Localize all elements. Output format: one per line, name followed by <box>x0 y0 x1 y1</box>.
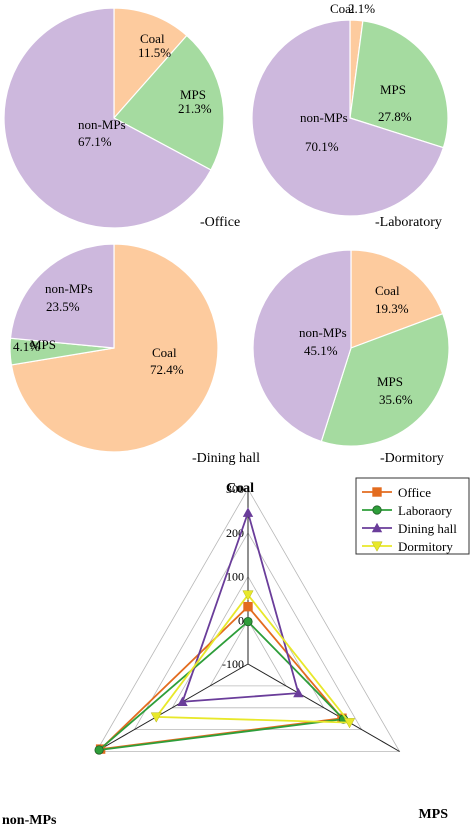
radar-axis-label-coal: Coal <box>226 481 254 496</box>
radar-chart: -1000100200300CoalMPSnon-MPsOfficeLabora… <box>2 477 470 828</box>
radar-point-dormitory-mps <box>343 718 356 729</box>
slice-label-non-mps: non-MPs <box>78 117 126 132</box>
slice-percent-non-mps: 23.5% <box>46 299 80 314</box>
radar-legend: Office Laboraory Dining hall Dormitory <box>355 477 470 555</box>
radar-tick-label: 0 <box>238 613 244 627</box>
slice-label-coal: Coal <box>330 1 355 16</box>
pie-dormitory: Coal 19.3% MPS 35.6% non-MPs 45.1% <box>252 249 450 447</box>
radar-point-dining-hall-coal <box>242 507 254 517</box>
slice-label-mps: MPS <box>180 87 206 102</box>
radar-point-laboraory-non-mps <box>94 745 104 755</box>
slice-percent-non-mps: 70.1% <box>305 139 339 154</box>
caption-dormitory: -Dormitory <box>380 451 444 466</box>
pie-slice-non-mps <box>251 19 445 217</box>
legend-label-dining-hall: Dining hall <box>398 521 457 536</box>
slice-percent-mps: 35.6% <box>379 392 413 407</box>
slice-label-non-mps: non-MPs <box>300 110 348 125</box>
radar-grid-ring <box>95 488 401 752</box>
slice-percent-coal: 11.5% <box>138 45 171 60</box>
radar-point-dormitory-coal <box>242 590 254 601</box>
radar-grid-ring <box>209 619 287 687</box>
legend-marker-office <box>372 487 382 497</box>
radar-point-dining-hall-non-mps <box>177 696 188 707</box>
slice-label-non-mps: non-MPs <box>299 325 347 340</box>
slice-percent-coal: 2.1% <box>348 1 375 16</box>
pie-slice-coal <box>113 7 188 120</box>
pie-slice-mps <box>349 20 449 149</box>
slice-percent-non-mps: 67.1% <box>78 134 112 149</box>
slice-percent-mps: 21.3% <box>178 101 212 116</box>
slice-label-mps: MPS <box>380 82 406 97</box>
caption-office: -Office <box>200 215 240 230</box>
slice-percent-mps: 4.1% <box>13 339 40 354</box>
slice-percent-coal: 72.4% <box>150 362 184 377</box>
slice-label-mps: MPS <box>30 337 56 352</box>
radar-series-dormitory <box>154 593 352 724</box>
radar-series-dining-hall <box>181 509 300 703</box>
radar-point-dining-hall-mps <box>293 687 304 698</box>
pie-slice-non-mps <box>252 249 352 443</box>
pie-slice-non-mps <box>9 243 115 349</box>
pie-slice-coal <box>350 249 444 349</box>
legend-label-laboraory: Laboraory <box>398 503 453 518</box>
pie-slice-mps <box>320 312 450 447</box>
radar-tick-label: 300 <box>226 482 244 496</box>
radar-tick-label: 100 <box>226 570 244 584</box>
pie-slice-non-mps <box>3 7 212 229</box>
caption-laboratory: -Laboratory <box>375 215 442 230</box>
slice-label-non-mps: non-MPs <box>45 281 93 296</box>
radar-point-dormitory-non-mps <box>150 712 162 723</box>
slice-label-coal: Coal <box>375 283 400 298</box>
slice-label-mps: MPS <box>377 374 403 389</box>
radar-axis-mps <box>247 663 400 752</box>
slice-label-coal: Coal <box>152 345 177 360</box>
radar-point-laboraory-coal <box>243 616 253 627</box>
radar-axis-label-non-mps: non-MPs <box>2 813 57 828</box>
legend-label-dormitory: Dormitory <box>398 539 453 554</box>
legend-marker-laboraory <box>372 505 382 515</box>
legend-marker-dormitory <box>371 541 383 552</box>
radar-series-laboraory <box>96 620 346 752</box>
pie-slice-mps <box>113 34 225 171</box>
legend-marker-dining-hall <box>371 522 383 533</box>
pie-slice-coal <box>10 243 219 453</box>
radar-point-office-coal <box>243 601 253 612</box>
slice-percent-non-mps: 45.1% <box>304 343 338 358</box>
slice-label-coal: Coal <box>140 31 165 46</box>
radar-axis-label-mps: MPS <box>418 807 448 822</box>
caption-dining-hall: -Dining hall <box>192 451 260 466</box>
slice-percent-coal: 19.3% <box>375 301 409 316</box>
legend-label-office: Office <box>398 485 431 500</box>
radar-tick-label: -100 <box>222 657 244 671</box>
radar-axis-non-mps <box>96 663 249 752</box>
slice-percent-mps: 27.8% <box>378 109 412 124</box>
